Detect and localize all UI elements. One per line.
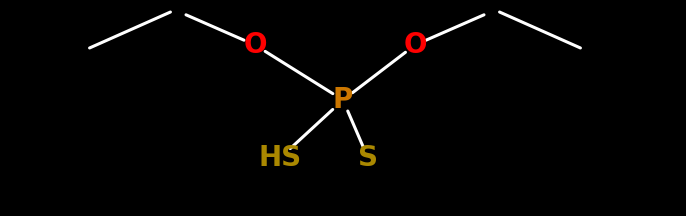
Text: P: P	[333, 86, 353, 114]
Text: O: O	[244, 31, 267, 59]
Text: O: O	[403, 31, 427, 59]
Text: HS: HS	[259, 144, 302, 172]
Text: S: S	[358, 144, 378, 172]
